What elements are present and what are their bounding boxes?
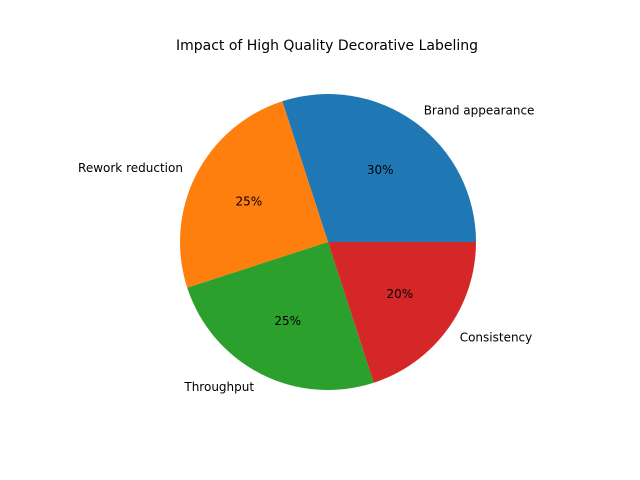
category-label-throughput: Throughput [183,380,254,394]
percent-label-consistency: 20% [387,287,414,301]
category-label-brand-appearance: Brand appearance [424,103,535,117]
category-label-rework-reduction: Rework reduction [78,161,183,175]
pie-slice-brand-appearance [282,93,476,242]
category-labels: Brand appearance Rework reduction Throughp… [78,103,534,394]
percent-labels: 30% 25% 25% 20% [236,163,414,328]
percent-label-throughput: 25% [274,314,301,328]
pie-slice-throughput [187,242,374,390]
pie-slice-rework-reduction [180,101,328,288]
pie-slice-consistency [328,242,476,383]
category-label-consistency: Consistency [460,331,533,345]
percent-label-brand-appearance: 30% [367,163,394,177]
percent-label-rework-reduction: 25% [236,195,263,209]
chart-title: Impact of High Quality Decorative Labeli… [176,38,478,54]
pie-slices [180,93,476,390]
